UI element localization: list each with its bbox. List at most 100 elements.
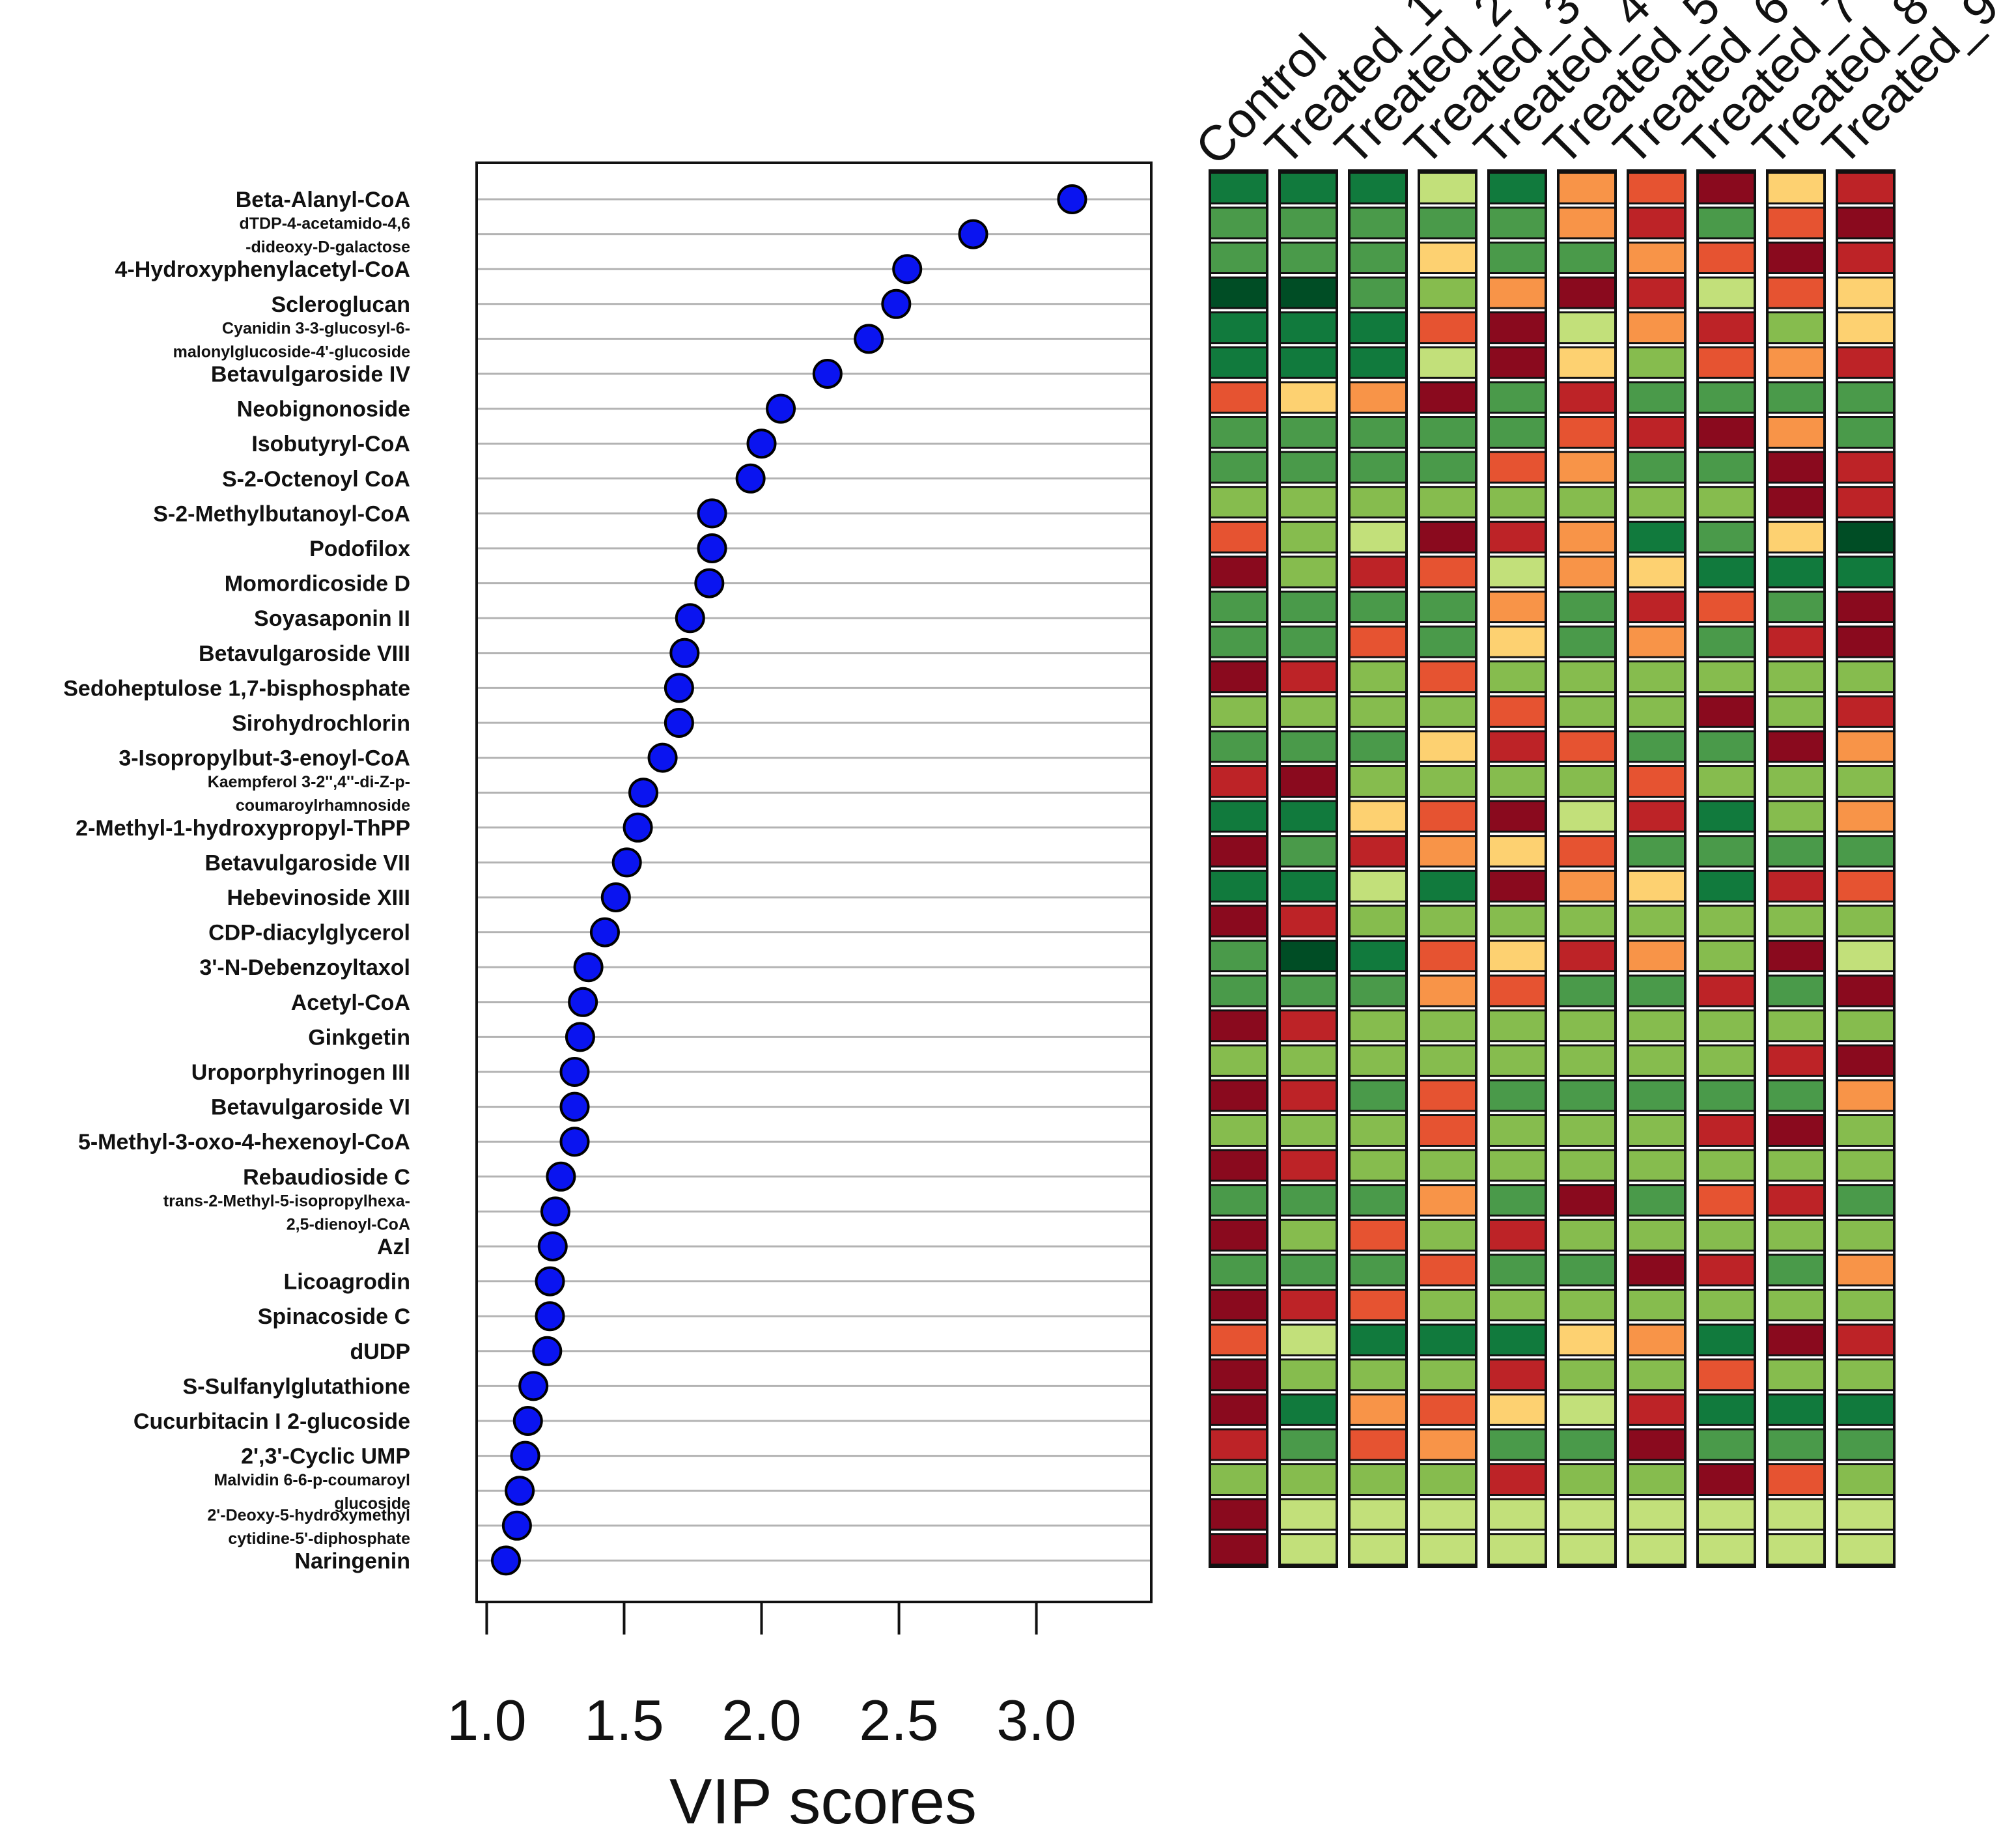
heatmap-column-border	[1836, 169, 1896, 1568]
heatmap-cell	[1557, 206, 1617, 240]
x-tick-label: 1.0	[447, 1688, 526, 1752]
vip-point	[647, 742, 678, 773]
heatmap-cell	[1696, 940, 1756, 972]
heatmap-cell	[1766, 416, 1826, 449]
heatmap-cell	[1627, 869, 1687, 903]
heatmap-cell	[1418, 1463, 1477, 1496]
heatmap-column-border	[1348, 169, 1408, 1568]
heatmap-column-border	[1209, 169, 1268, 1568]
heatmap-cell	[1209, 1254, 1268, 1287]
heatmap-column-border	[1278, 169, 1338, 1568]
heatmap-cell	[1487, 1323, 1547, 1356]
vip-point	[881, 288, 912, 319]
heatmap-cell	[1209, 1498, 1268, 1531]
heatmap-cell	[1418, 416, 1477, 449]
feature-label: Malvidin 6-6-p-coumaroyl	[214, 1471, 410, 1489]
heatmap-cell	[1836, 1428, 1896, 1461]
heatmap-cell	[1418, 800, 1477, 833]
heatmap-cell	[1209, 1009, 1268, 1043]
heatmap-cell	[1209, 171, 1268, 204]
heatmap-cell	[1209, 1358, 1268, 1392]
heatmap-cell	[1627, 520, 1687, 554]
heatmap-cell	[1487, 311, 1547, 344]
heatmap-cell	[1627, 1498, 1687, 1531]
vip-point	[559, 1057, 590, 1087]
heatmap-cell	[1209, 695, 1268, 728]
feature-label: Neobignonoside	[237, 397, 410, 422]
heatmap-cell	[1278, 520, 1338, 554]
heatmap-cell	[1696, 869, 1756, 903]
heatmap-cell	[1836, 1079, 1896, 1112]
heatmap-cell	[1278, 1289, 1338, 1321]
heatmap-cell	[1836, 451, 1896, 484]
heatmap-cell	[1209, 730, 1268, 763]
feature-label: S-2-Octenoyl CoA	[222, 467, 410, 492]
heatmap-cell	[1418, 1428, 1477, 1461]
heatmap-cell	[1209, 1289, 1268, 1321]
heatmap-cell	[1557, 940, 1617, 972]
feature-label: Betavulgaroside IV	[211, 362, 410, 387]
vip-point	[540, 1196, 570, 1227]
heatmap-cell	[1696, 1533, 1756, 1566]
heatmap-cell	[1487, 1009, 1547, 1043]
heatmap-cell	[1348, 1289, 1408, 1321]
heatmap-cell	[1278, 905, 1338, 938]
heatmap-cell	[1766, 974, 1826, 1007]
feature-label: cytidine-5'-diphosphate	[228, 1530, 410, 1548]
heatmap-cell	[1836, 695, 1896, 728]
heatmap-cell	[1418, 486, 1477, 519]
vip-points	[490, 184, 1087, 1576]
heatmap-cell	[1557, 416, 1617, 449]
feature-label: Licoagrodin	[283, 1270, 410, 1295]
heatmap-cell	[1348, 1044, 1408, 1077]
heatmap-cell	[1487, 416, 1547, 449]
heatmap-cell	[1348, 730, 1408, 763]
heatmap-cell	[1627, 1533, 1687, 1566]
heatmap-cell	[1487, 1498, 1547, 1531]
heatmap-column-border	[1487, 169, 1547, 1568]
heatmap-cell	[1348, 905, 1408, 938]
heatmap-cell	[1209, 1393, 1268, 1426]
heatmap-cell	[1487, 1114, 1547, 1147]
heatmap-cell	[1696, 451, 1756, 484]
heatmap-cell	[1209, 1463, 1268, 1496]
heatmap-cell	[1766, 520, 1826, 554]
heatmap-cell	[1627, 905, 1687, 938]
heatmap-cell	[1627, 1149, 1687, 1182]
heatmap-cell	[1487, 1393, 1547, 1426]
heatmap-cell	[1696, 555, 1756, 589]
heatmap	[1209, 169, 1896, 1568]
heatmap-cell	[1209, 520, 1268, 554]
heatmap-cell	[1348, 1323, 1408, 1356]
vip-point	[565, 1022, 595, 1052]
heatmap-cell	[1209, 381, 1268, 414]
heatmap-cell	[1209, 660, 1268, 694]
heatmap-cell	[1557, 869, 1617, 903]
heatmap-cell	[1766, 242, 1826, 274]
heatmap-cell	[1278, 171, 1338, 204]
feature-label: Acetyl-CoA	[291, 990, 410, 1015]
heatmap-cell	[1766, 1009, 1826, 1043]
vip-point	[746, 428, 777, 459]
heatmap-cell	[1209, 905, 1268, 938]
heatmap-cell	[1487, 800, 1547, 833]
heatmap-cell	[1348, 206, 1408, 240]
heatmap-cell	[1696, 1218, 1756, 1252]
vip-point	[537, 1231, 568, 1261]
heatmap-cell	[1627, 242, 1687, 274]
heatmap-cell	[1557, 486, 1617, 519]
heatmap-cell	[1418, 555, 1477, 589]
feature-label: Uroporphyrinogen III	[191, 1060, 410, 1085]
heatmap-cell	[1209, 242, 1268, 274]
heatmap-cell	[1348, 1079, 1408, 1112]
vip-point	[546, 1161, 576, 1192]
vip-point	[512, 1406, 543, 1436]
heatmap-cell	[1696, 660, 1756, 694]
x-axis-title: VIP scores	[669, 1765, 977, 1837]
feature-labels: Beta-Alanyl-CoA dTDP-4-acetamido-4,6 -dide…	[63, 188, 410, 1573]
vip-point	[501, 1510, 532, 1541]
heatmap-cell	[1209, 1218, 1268, 1252]
feature-label: dUDP	[350, 1340, 410, 1364]
heatmap-cell	[1557, 591, 1617, 623]
vip-point	[958, 219, 988, 249]
